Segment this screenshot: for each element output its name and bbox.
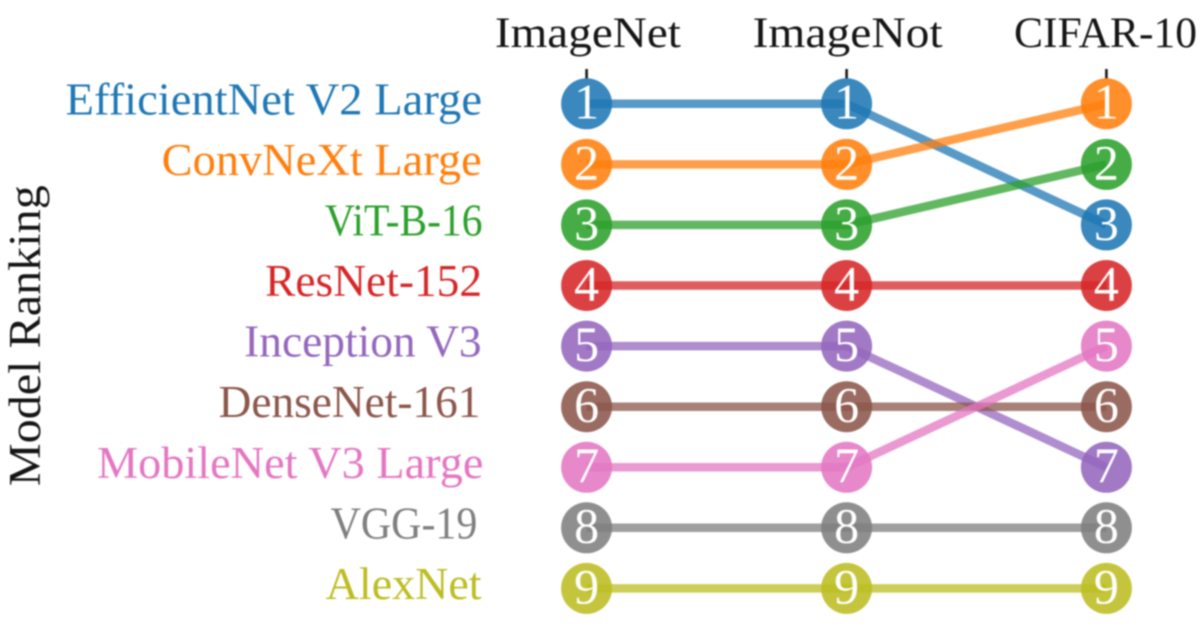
svg-text:VGG-19: VGG-19 — [331, 498, 478, 548]
svg-text:ViT-B-16: ViT-B-16 — [325, 195, 483, 245]
svg-text:EfficientNet V2 Large: EfficientNet V2 Large — [66, 74, 483, 124]
svg-text:ResNet-152: ResNet-152 — [265, 256, 482, 306]
svg-text:MobileNet V3 Large: MobileNet V3 Large — [97, 438, 483, 488]
svg-text:ImageNot: ImageNot — [753, 10, 943, 57]
svg-text:4: 4 — [574, 255, 599, 311]
svg-text:Model Ranking: Model Ranking — [0, 185, 50, 486]
svg-text:9: 9 — [834, 558, 859, 614]
svg-text:4: 4 — [1094, 255, 1119, 311]
svg-text:5: 5 — [574, 316, 599, 372]
svg-text:AlexNet: AlexNet — [326, 559, 482, 609]
svg-text:6: 6 — [834, 377, 859, 433]
svg-text:6: 6 — [574, 377, 599, 433]
svg-text:5: 5 — [834, 316, 859, 372]
svg-text:7: 7 — [834, 437, 859, 493]
svg-text:3: 3 — [1094, 195, 1119, 251]
svg-text:5: 5 — [1094, 316, 1119, 372]
svg-text:9: 9 — [574, 558, 599, 614]
svg-text:3: 3 — [834, 195, 859, 251]
svg-text:ConvNeXt Large: ConvNeXt Large — [162, 135, 482, 185]
svg-text:3: 3 — [574, 195, 599, 251]
svg-text:2: 2 — [834, 134, 859, 190]
svg-text:CIFAR-10: CIFAR-10 — [1014, 10, 1197, 57]
svg-text:9: 9 — [1094, 558, 1119, 614]
svg-text:6: 6 — [1094, 377, 1119, 433]
svg-text:8: 8 — [1094, 498, 1119, 554]
svg-text:Inception V3: Inception V3 — [244, 317, 481, 367]
svg-text:ImageNet: ImageNet — [495, 10, 681, 57]
svg-text:1: 1 — [834, 74, 859, 130]
svg-text:2: 2 — [574, 134, 599, 190]
svg-text:7: 7 — [574, 437, 599, 493]
svg-text:2: 2 — [1094, 134, 1119, 190]
svg-text:7: 7 — [1094, 437, 1119, 493]
svg-text:8: 8 — [574, 498, 599, 554]
svg-text:8: 8 — [834, 498, 859, 554]
svg-text:DenseNet-161: DenseNet-161 — [219, 377, 481, 427]
svg-text:1: 1 — [574, 74, 599, 130]
svg-text:4: 4 — [834, 255, 859, 311]
svg-text:1: 1 — [1094, 74, 1119, 130]
